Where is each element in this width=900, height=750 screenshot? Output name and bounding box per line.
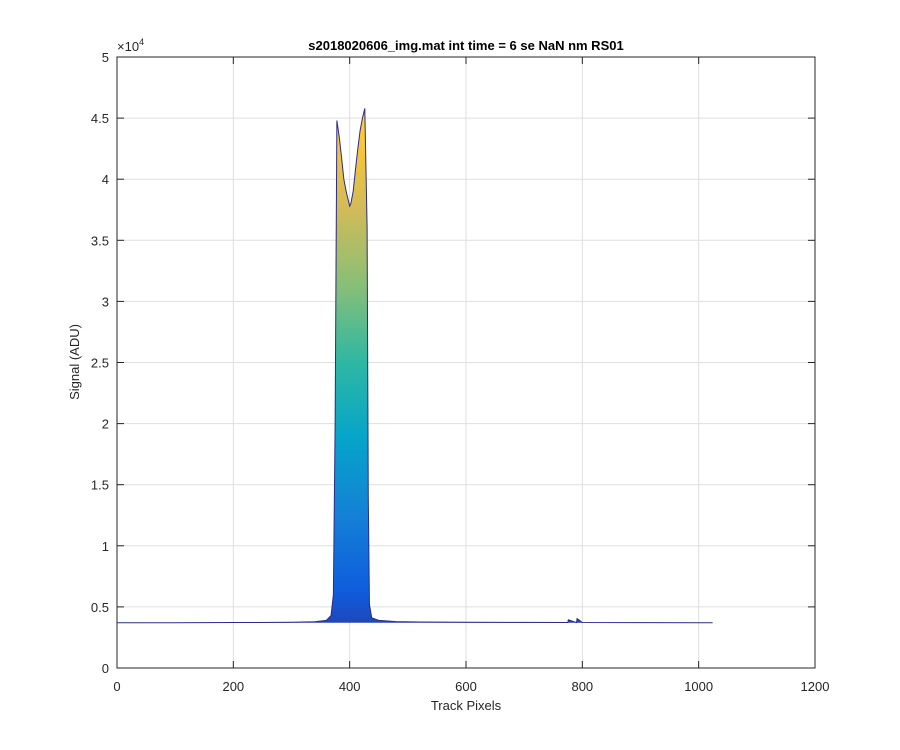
x-tick-label: 800 (571, 679, 593, 694)
data-series (117, 108, 713, 624)
y-tick-label: 4.5 (91, 111, 109, 126)
y-tick-label: 0 (102, 661, 109, 676)
x-tick-label: 200 (222, 679, 244, 694)
y-tick-label: 5 (102, 50, 109, 65)
signal-line (117, 108, 713, 624)
ticks (116, 56, 816, 669)
y-tick-label: 1 (102, 539, 109, 554)
x-tick-label: 1000 (684, 679, 713, 694)
y-tick-label: 1.5 (91, 478, 109, 493)
y-tick-label: 4 (102, 172, 109, 187)
y-tick-label: 2 (102, 417, 109, 432)
x-tick-label: 600 (455, 679, 477, 694)
x-axis-label: Track Pixels (431, 698, 502, 713)
x-tick-labels: 0 200 400 600 800 1000 1200 (113, 679, 829, 694)
y-axis-label: Signal (ADU) (67, 324, 82, 400)
y-exponent-power: 4 (139, 37, 144, 47)
chart-title: s2018020606_img.mat int time = 6 se NaN … (308, 38, 623, 53)
y-tick-labels: 0 0.5 1 1.5 2 2.5 3 3.5 4 4.5 5 (91, 50, 109, 676)
x-tick-label: 1200 (801, 679, 830, 694)
y-exponent-label: ×104 (117, 37, 144, 54)
y-tick-label: 3 (102, 294, 109, 309)
y-tick-label: 3.5 (91, 233, 109, 248)
y-tick-label: 2.5 (91, 356, 109, 371)
x-tick-label: 400 (339, 679, 361, 694)
x-tick-label: 0 (113, 679, 120, 694)
y-tick-label: 0.5 (91, 600, 109, 615)
